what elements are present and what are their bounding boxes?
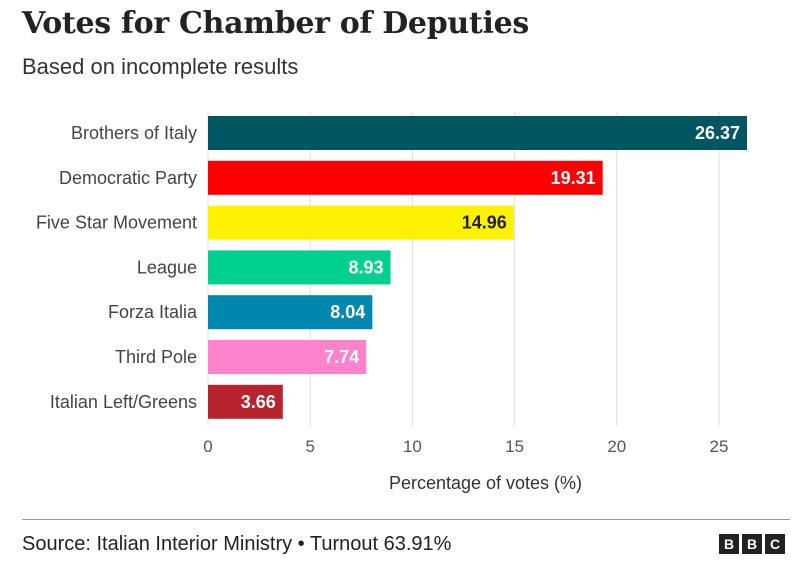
bbc-logo: B B C — [719, 534, 785, 554]
bar — [208, 116, 747, 150]
bbc-logo-letter: C — [765, 534, 785, 554]
x-tick-label: 0 — [203, 437, 212, 456]
x-tick-label: 15 — [505, 437, 524, 456]
category-label: Democratic Party — [59, 168, 197, 188]
chart-title: Votes for Chamber of Deputies — [22, 6, 529, 41]
bbc-logo-letter: B — [719, 534, 739, 554]
category-label: Third Pole — [115, 347, 197, 367]
category-label: League — [137, 257, 197, 277]
category-label: Brothers of Italy — [71, 123, 197, 143]
footer-divider — [22, 519, 790, 520]
bar — [208, 295, 373, 330]
x-tick-label: 10 — [403, 437, 422, 456]
bar — [208, 205, 514, 240]
x-tick-label: 5 — [305, 437, 314, 456]
x-tick-label: 25 — [710, 437, 729, 456]
category-label: Italian Left/Greens — [50, 392, 197, 412]
bar — [208, 340, 367, 374]
data-label: 8.04 — [330, 302, 365, 322]
data-label: 26.37 — [695, 123, 740, 143]
bbc-logo-letter: B — [742, 534, 762, 554]
data-label: 7.74 — [324, 347, 359, 367]
category-label: Five Star Movement — [36, 213, 197, 233]
data-label: 14.96 — [462, 213, 507, 233]
data-label: 8.93 — [348, 257, 383, 277]
chart-subtitle: Based on incomplete results — [22, 54, 299, 79]
source-note: Source: Italian Interior Ministry • Turn… — [22, 533, 452, 555]
data-label: 3.66 — [241, 392, 276, 412]
category-label: Forza Italia — [108, 302, 198, 322]
x-axis-title: Percentage of votes (%) — [389, 473, 582, 493]
bar — [208, 160, 603, 195]
data-label: 19.31 — [551, 168, 596, 188]
bar — [208, 250, 391, 285]
x-tick-label: 20 — [607, 437, 626, 456]
bar — [208, 384, 283, 419]
